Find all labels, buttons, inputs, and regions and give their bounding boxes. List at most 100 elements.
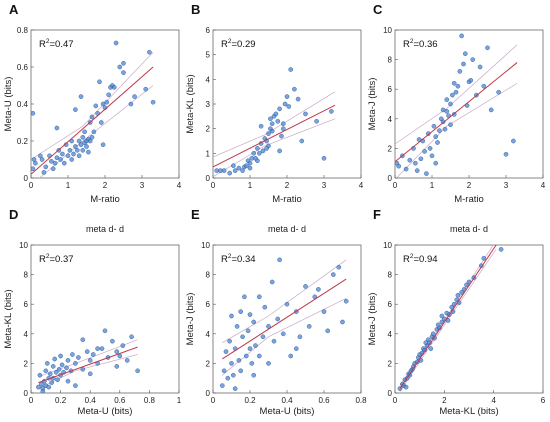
panel-b-data-point (232, 168, 238, 173)
panel-d-x-tick-label: 0.6 (114, 396, 126, 405)
panel-c-data-point (403, 166, 409, 172)
panel-d-data-point (99, 346, 105, 351)
panel-d-data-point (49, 380, 55, 385)
panel-b-y-tick-label: 4 (206, 75, 211, 84)
panel-b: B M-ratio Meta-KL (bits) R2=0.29 0 1 2 3 401… (185, 2, 364, 205)
panel-a-data-point (78, 94, 84, 99)
panel-c-data-point (429, 153, 435, 159)
panel-f-y-tick-label: 0 (388, 389, 393, 398)
panel-a-data-point (54, 155, 60, 160)
panel-e-y-tick-label: 0 (206, 389, 211, 398)
panel-d-data-point (65, 358, 71, 363)
panel-c-data-point (448, 122, 453, 127)
panel-e-data-point (321, 309, 327, 314)
panel-c-x-axis-label: M-ratio (454, 194, 484, 205)
panel-e-letter: E (191, 207, 200, 222)
panel-e-ci-upper-line (222, 259, 347, 344)
panel-d-r2-exponent: 2 (46, 253, 50, 260)
panel-b-data-point (231, 163, 236, 168)
panel-d-y-tick-label: 8 (24, 271, 29, 280)
panel-c-data-point (437, 128, 442, 133)
panel-c-data-point (488, 107, 494, 113)
panel-c-y-axis-label: Meta-J (bits) (367, 78, 378, 131)
panel-b-letter: B (191, 2, 200, 17)
panel-d-data-point (80, 337, 86, 342)
panel-d-data-point (58, 353, 63, 359)
panel-b-data-point (279, 133, 284, 139)
panel-e-data-point (242, 294, 247, 300)
panel-d-data-point (53, 370, 59, 375)
panel-c-ci-lower-line (395, 83, 518, 178)
panel-e: E meta d- d Meta-U (bits) Meta-J (bits) … (185, 207, 367, 417)
panel-d-data-point (47, 371, 53, 377)
panel-a-x-tick-label: 3 (140, 181, 145, 190)
panel-d-y-axis-label: Meta-KL (bits) (3, 289, 14, 348)
panel-e-data-point (262, 304, 268, 310)
panel-d-data-point (76, 355, 81, 360)
panel-d-data-point (95, 346, 100, 351)
panel-a-data-point (100, 101, 106, 107)
panel-f-r-squared: R2=0.94 (403, 253, 438, 265)
panel-e-r2-exponent: 2 (228, 253, 232, 260)
panel-d-data-point (55, 377, 60, 382)
panel-f-data-point (430, 331, 436, 337)
panel-b-x-tick-label: 2 (285, 181, 290, 190)
panel-b-x-tick-label: 0 (211, 181, 216, 190)
panel-c-letter: C (373, 2, 383, 17)
panel-d-data-point (84, 349, 90, 354)
panel-b-data-point (255, 158, 260, 163)
panel-e-data-point (238, 368, 244, 374)
panel-d-x-tick-label: 0.4 (85, 396, 97, 405)
panel-f-x-tick-label: 0 (393, 396, 398, 405)
panel-e-data-point (238, 309, 244, 314)
panel-a-data-point (65, 153, 71, 159)
panel-b-y-tick-label: 5 (206, 51, 211, 60)
panel-b-data-point (282, 101, 288, 107)
panel-e-data-point (257, 353, 262, 359)
panel-c-data-point (450, 92, 455, 98)
panel-e-subtitle: meta d- d (268, 224, 306, 234)
panel-e-y-tick-label: 4 (206, 330, 211, 339)
panel-b-data-point (264, 146, 269, 151)
panel-c-r2-base: R (403, 39, 410, 50)
panel-d-letter: D (9, 207, 18, 222)
panel-a-data-point (60, 151, 65, 157)
panel-a-letter: A (9, 2, 19, 17)
panel-e-data-point (260, 334, 266, 340)
panel-b-y-tick-label: 0 (206, 174, 211, 183)
panel-e-data-point (236, 358, 242, 363)
panel-f-ci-lower-line (399, 249, 497, 392)
panel-b-data-point (260, 148, 266, 154)
panel-a-data-point (39, 157, 45, 162)
panel-f-r2-value: =0.94 (414, 254, 438, 265)
panel-e-data-point (225, 375, 231, 381)
panel-c-ci-upper-line (395, 44, 518, 145)
panel-a-data-point (38, 153, 43, 159)
panel-f-data-point (423, 340, 429, 345)
panel-c-data-point (407, 157, 413, 163)
panel-e-data-point (253, 343, 258, 348)
panel-d-y-tick-label: 6 (24, 300, 29, 309)
panel-d: D meta d- d Meta-U (bits) Meta-KL (bits)… (3, 207, 182, 417)
panel-a-data-point (121, 60, 126, 66)
panel-e-data-point (249, 361, 255, 366)
panel-b-ci-upper-line (213, 91, 336, 158)
panel-d-r2-value: =0.37 (50, 254, 74, 265)
panel-c-y-tick-label: 6 (388, 85, 393, 94)
panel-a-data-point (52, 160, 58, 166)
panel-e-r-squared: R2=0.34 (221, 253, 256, 265)
panel-e-x-tick-label: 0.2 (244, 396, 256, 405)
panel-d-data-point (36, 384, 41, 390)
panel-b-data-point (303, 111, 308, 117)
panel-a-data-point (76, 138, 82, 144)
panel-d-data-point (59, 362, 65, 368)
panel-b-data-point (329, 109, 334, 114)
panel-d-r2-base: R (39, 254, 46, 265)
panel-c-data-point (470, 57, 475, 62)
panel-c-data-point (481, 83, 487, 89)
panel-a-data-point (49, 158, 54, 164)
panel-b-data-point (286, 104, 292, 109)
panel-c-data-point (431, 123, 437, 129)
panel-a-data-point (143, 86, 148, 92)
panel-e-y-tick-label: 2 (206, 359, 211, 368)
